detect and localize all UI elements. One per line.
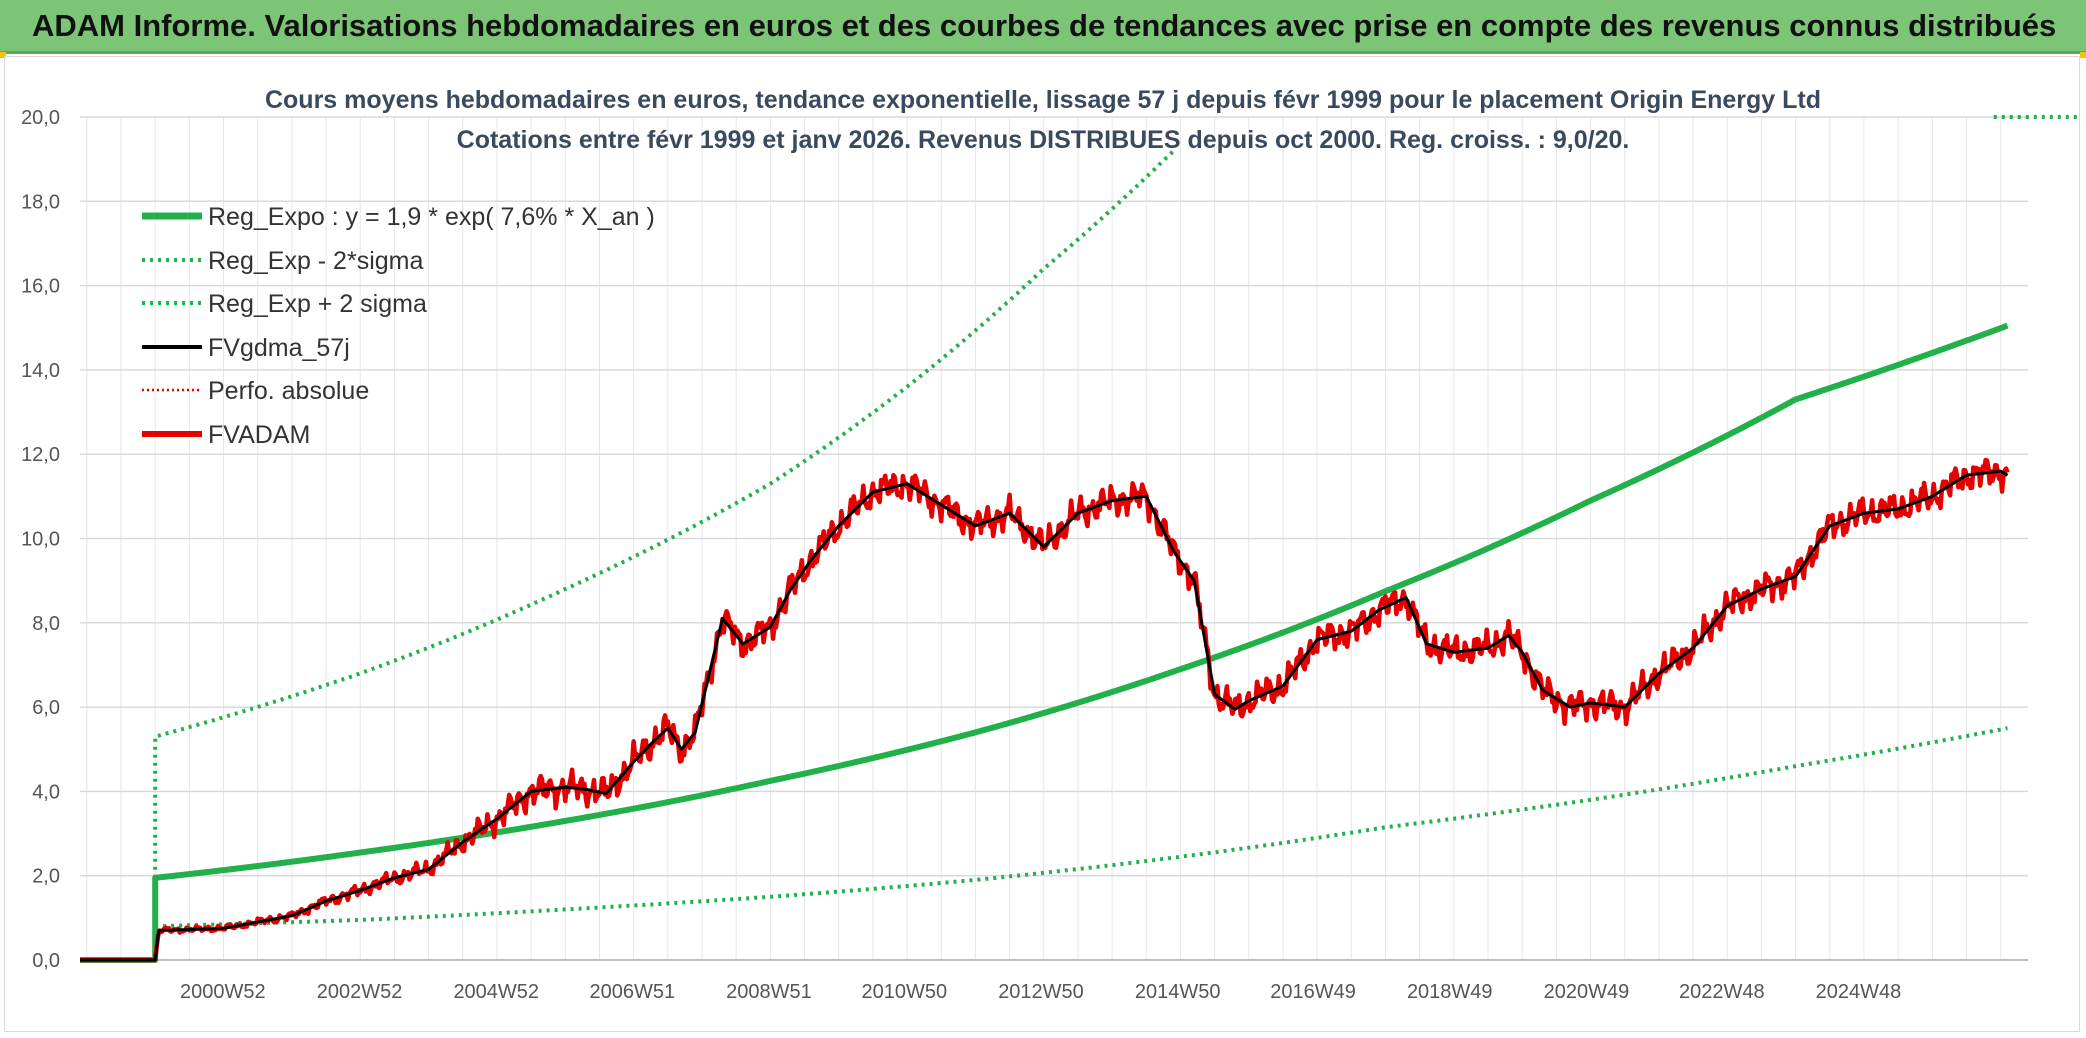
x-tick-label: 2014W50	[1135, 981, 1221, 1003]
legend-label-fvgdma: FVgdma_57j	[208, 333, 350, 362]
corner-marker-left	[0, 52, 6, 58]
x-tick-label: 2022W48	[1679, 981, 1765, 1003]
y-tick-label: 6,0	[32, 697, 60, 719]
x-tick-label: 2002W52	[317, 981, 403, 1003]
y-tick-label: 20,0	[21, 107, 60, 129]
x-tick-label: 2000W52	[180, 981, 266, 1003]
x-tick-label: 2004W52	[453, 981, 539, 1003]
series-reg-expo-line	[80, 322, 2010, 963]
y-tick-label: 16,0	[21, 276, 60, 298]
series-fvgdma-line	[80, 469, 2009, 962]
y-tick-label: 2,0	[32, 866, 60, 888]
y-tick-label: 0,0	[32, 950, 60, 972]
legend-label-reg-exp-plus: Reg_Exp + 2 sigma	[208, 290, 427, 318]
y-tick-label: 8,0	[32, 613, 60, 635]
x-tick-label: 2016W49	[1270, 981, 1356, 1003]
x-tick-label: 2010W50	[861, 981, 947, 1003]
corner-marker-right	[2080, 52, 2086, 58]
y-tick-label: 14,0	[21, 360, 60, 382]
y-tick-label: 4,0	[32, 781, 60, 803]
x-tick-label: 2018W49	[1407, 981, 1493, 1003]
report-title: ADAM Informe. Valorisations hebdomadaire…	[32, 8, 2057, 43]
y-tick-label: 18,0	[21, 191, 60, 213]
x-tick-label: 2020W49	[1544, 981, 1630, 1003]
chart-frame	[4, 56, 2080, 1032]
legend-label-perfo: Perfo. absolue	[208, 377, 370, 405]
legend-label-reg-exp-minus: Reg_Exp - 2*sigma	[208, 246, 424, 275]
legend-label-reg-expo: Reg_Expo : y = 1,9 * exp( 7,6% * X_an )	[208, 203, 655, 231]
chart-title-line-2: Cotations entre févr 1999 et janv 2026. …	[456, 126, 1630, 154]
legend-label-fvadam: FVADAM	[208, 420, 311, 449]
x-tick-label: 2006W51	[589, 981, 675, 1003]
x-tick-label: 2024W48	[1816, 981, 1902, 1003]
series-reg-exp-minus-line	[155, 726, 2008, 929]
x-tick-label: 2008W51	[726, 981, 812, 1003]
y-tick-label: 10,0	[21, 529, 60, 551]
x-tick-label: 2012W50	[998, 981, 1084, 1003]
chart-title-line-1: Cours moyens hebdomadaires en euros, ten…	[264, 86, 1822, 114]
y-tick-label: 12,0	[21, 444, 60, 466]
report-banner: ADAM Informe. Valorisations hebdomadaire…	[0, 0, 2086, 54]
